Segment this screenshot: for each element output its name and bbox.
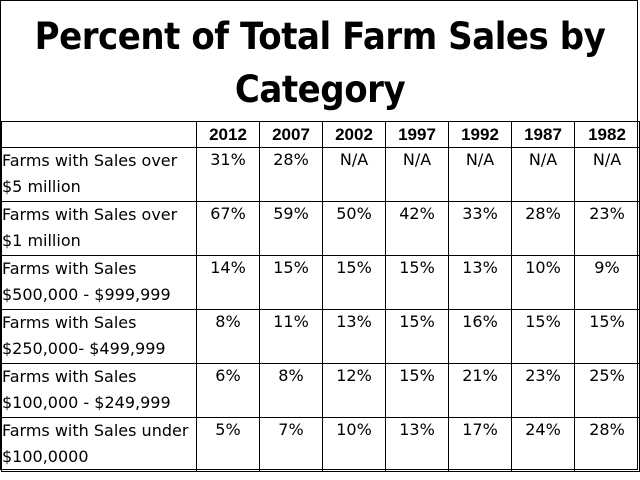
table-cell: 23% <box>511 363 575 418</box>
table-cell: 16% <box>448 309 512 364</box>
table-row: Farms with Sales over $5 million 31% 28%… <box>1 147 640 202</box>
year-header: 2007 <box>259 121 323 148</box>
table-cell: N/A <box>448 147 512 202</box>
table-cell: 15% <box>385 255 449 310</box>
table-cell: 14% <box>196 255 260 310</box>
table-cell: 13% <box>448 255 512 310</box>
year-header: 1997 <box>385 121 449 148</box>
table-row: Farms with Sales $250,000- $499,999 8% 1… <box>1 309 640 364</box>
table-cell: 7% <box>259 417 323 472</box>
table-cell: 15% <box>385 309 449 364</box>
table-cell: N/A <box>574 147 640 202</box>
row-label: Farms with Sales under $100,0000 <box>1 417 197 472</box>
table-cell: 15% <box>511 309 575 364</box>
header-row: 2012 2007 2002 1997 1992 1987 1982 <box>1 121 640 148</box>
table-row: Farms with Sales $100,000 - $249,999 6% … <box>1 363 640 418</box>
table-cell: 42% <box>385 201 449 256</box>
row-label: Farms with Sales $250,000- $499,999 <box>1 309 197 364</box>
table-cell: 13% <box>322 309 386 364</box>
header-corner-cell <box>1 121 197 148</box>
table-row: Farms with Sales $500,000 - $999,999 14%… <box>1 255 640 310</box>
table-cell: 15% <box>322 255 386 310</box>
table-row: Farms with Sales over $1 million 67% 59%… <box>1 201 640 256</box>
year-header: 1987 <box>511 121 575 148</box>
table-cell: 31% <box>196 147 260 202</box>
table-cell: 12% <box>322 363 386 418</box>
table-cell: 25% <box>574 363 640 418</box>
table-cell: 50% <box>322 201 386 256</box>
table-cell: 15% <box>574 309 640 364</box>
table-cell: 21% <box>448 363 512 418</box>
table-cell: 28% <box>574 417 640 472</box>
table-cell: 8% <box>259 363 323 418</box>
table-cell: 17% <box>448 417 512 472</box>
table-cell: 24% <box>511 417 575 472</box>
table-cell: 15% <box>385 363 449 418</box>
table-cell: 9% <box>574 255 640 310</box>
row-label: Farms with Sales over $1 million <box>1 201 197 256</box>
table-row: Farms with Sales under $100,0000 5% 7% 1… <box>1 417 640 472</box>
table-cell: N/A <box>511 147 575 202</box>
year-header: 1982 <box>574 121 640 148</box>
year-header: 1992 <box>448 121 512 148</box>
table-cell: N/A <box>385 147 449 202</box>
table-cell: 59% <box>259 201 323 256</box>
table-cell: 10% <box>322 417 386 472</box>
table-cell: 28% <box>259 147 323 202</box>
table-cell: 8% <box>196 309 260 364</box>
year-header: 2002 <box>322 121 386 148</box>
table-cell: 67% <box>196 201 260 256</box>
table-cell: 11% <box>259 309 323 364</box>
chart-title: Percent of Total Farm Sales by Category <box>34 15 606 111</box>
table-cell: 10% <box>511 255 575 310</box>
table-cell: 13% <box>385 417 449 472</box>
table-cell: 28% <box>511 201 575 256</box>
row-label: Farms with Sales over $5 million <box>1 147 197 202</box>
table-cell: 33% <box>448 201 512 256</box>
year-header: 2012 <box>196 121 260 148</box>
table-cell: 6% <box>196 363 260 418</box>
table-cell: 5% <box>196 417 260 472</box>
row-label: Farms with Sales $100,000 - $249,999 <box>1 363 197 418</box>
table-cell: N/A <box>322 147 386 202</box>
data-table: 2012 2007 2002 1997 1992 1987 1982 Farms… <box>1 121 640 472</box>
table-cell: 15% <box>259 255 323 310</box>
table-cell: 23% <box>574 201 640 256</box>
row-label: Farms with Sales $500,000 - $999,999 <box>1 255 197 310</box>
